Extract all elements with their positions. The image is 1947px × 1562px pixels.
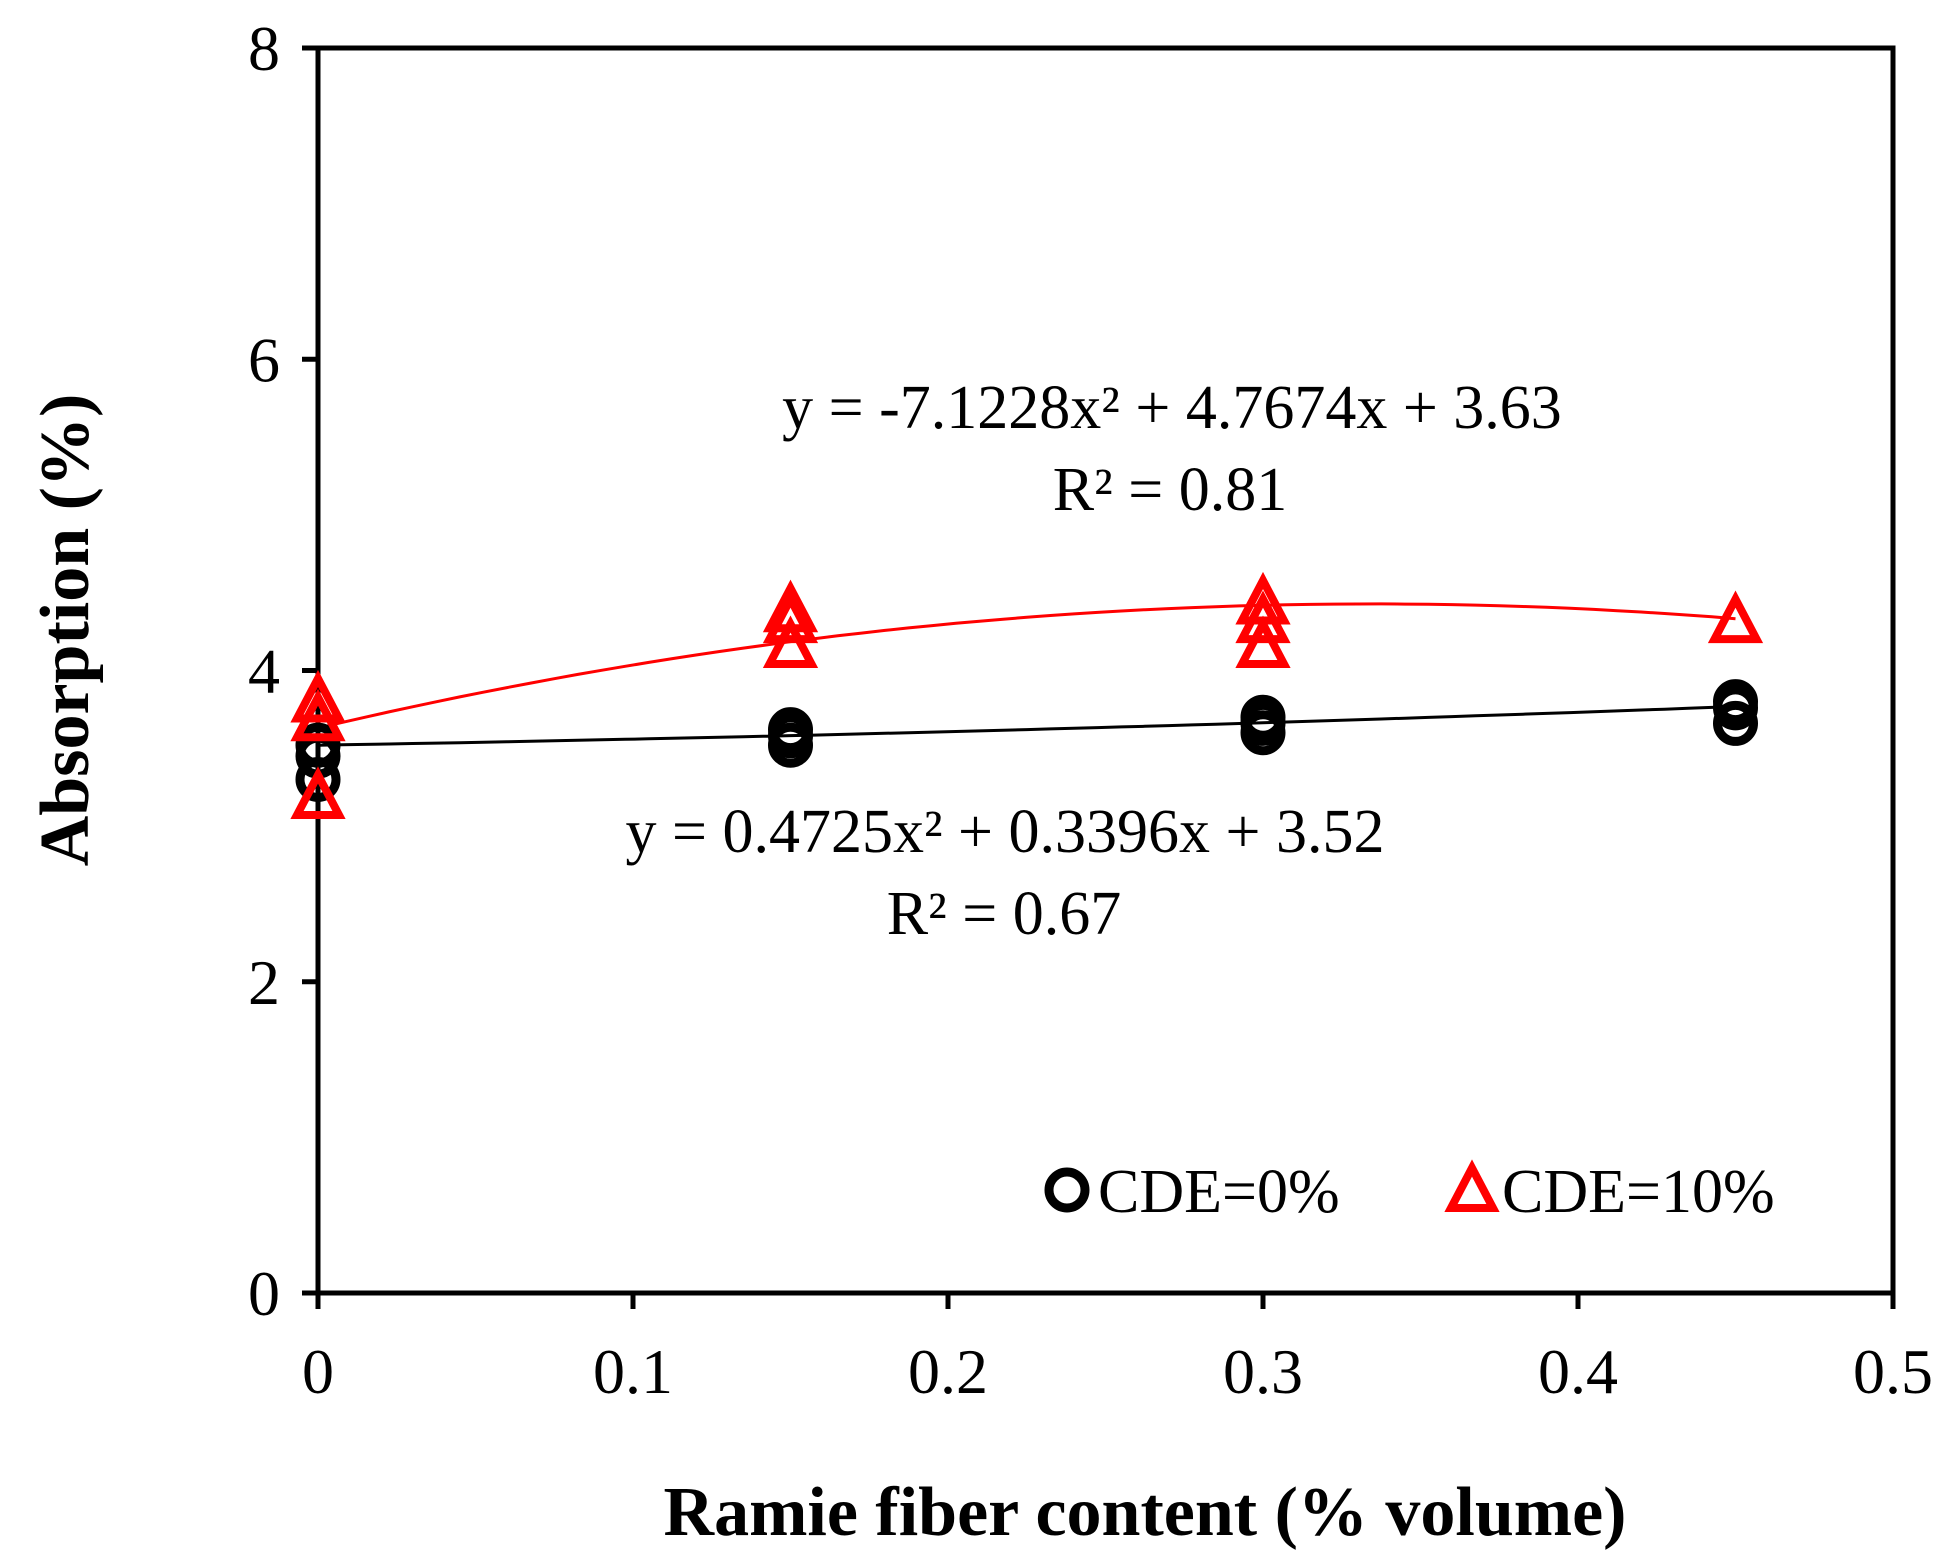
cde-0-point xyxy=(1713,679,1758,725)
y-tick-label: 6 xyxy=(248,324,280,395)
data-points xyxy=(290,571,1764,819)
y-tick-label: 0 xyxy=(248,1258,280,1329)
legend-triangle-marker xyxy=(1444,1159,1500,1212)
y-tick-label: 8 xyxy=(248,13,280,84)
cde10-equation-label: y = -7.1228x² + 4.7674x + 3.63 xyxy=(782,374,1562,442)
x-axis-title: Ramie fiber content (% volume) xyxy=(664,1474,1627,1551)
cde-0-point xyxy=(768,707,813,753)
cde-10-point xyxy=(1235,571,1291,625)
cde-0-point xyxy=(1713,700,1758,746)
x-tick-label: 0.2 xyxy=(908,1336,988,1407)
cde-10-point xyxy=(762,590,819,644)
cde10-r2-label: R² = 0.81 xyxy=(1053,456,1287,524)
cde0-equation-label: y = 0.4725x² + 0.3396x + 3.52 xyxy=(626,798,1385,866)
y-tick-label: 2 xyxy=(248,947,280,1018)
y-axis-ticks: 0 2 4 6 8 xyxy=(248,13,318,1329)
legend-circle-marker xyxy=(1044,1167,1090,1213)
y-tick-label: 4 xyxy=(248,636,280,707)
cde-10-point xyxy=(762,579,819,633)
cde-0-point xyxy=(295,722,341,768)
cde-10-trendline xyxy=(317,602,1736,730)
x-tick-label: 0.4 xyxy=(1538,1336,1618,1407)
cde-10-point xyxy=(762,615,819,669)
cde-10-point xyxy=(1707,590,1764,644)
legend: CDE=0% CDE=10% xyxy=(1044,1158,1775,1226)
x-axis-ticks: 0 0.1 0.2 0.3 0.4 0.5 xyxy=(302,1293,1933,1407)
trendlines xyxy=(317,602,1736,747)
cde-10-point xyxy=(290,766,346,819)
x-tick-label: 0.1 xyxy=(593,1336,673,1407)
y-axis-title: Absorption (%) xyxy=(27,394,104,867)
x-tick-label: 0 xyxy=(302,1336,334,1407)
x-tick-label: 0.5 xyxy=(1853,1336,1933,1407)
cde0-r2-label: R² = 0.67 xyxy=(887,880,1121,948)
cde-0-trendline xyxy=(317,705,1736,747)
legend-label-cde-10: CDE=10% xyxy=(1502,1158,1775,1226)
cde-10-point xyxy=(1235,615,1291,669)
x-tick-label: 0.3 xyxy=(1223,1336,1303,1407)
cde-10-point xyxy=(290,669,346,723)
legend-label-cde-0: CDE=0% xyxy=(1098,1158,1340,1226)
cde-0-point xyxy=(1240,694,1286,740)
